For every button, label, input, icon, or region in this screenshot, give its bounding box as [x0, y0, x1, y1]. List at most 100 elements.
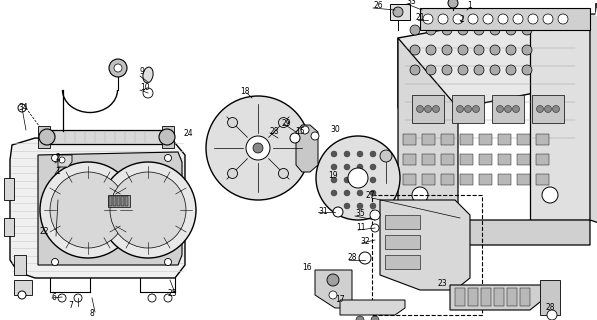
Circle shape: [290, 133, 300, 143]
Circle shape: [164, 294, 172, 302]
Bar: [460, 174, 473, 185]
Bar: [38, 126, 50, 148]
Text: 1: 1: [55, 167, 60, 177]
Circle shape: [426, 25, 436, 35]
Circle shape: [344, 190, 350, 196]
Bar: [390, 4, 410, 20]
Bar: [479, 174, 492, 185]
Text: 18: 18: [240, 87, 250, 97]
Bar: [422, 174, 435, 185]
Circle shape: [370, 210, 380, 220]
Text: 7: 7: [68, 300, 73, 309]
Text: 25: 25: [168, 289, 178, 298]
Circle shape: [442, 45, 452, 55]
Bar: [452, 95, 484, 123]
Bar: [422, 154, 435, 165]
Circle shape: [333, 207, 343, 217]
Circle shape: [423, 14, 433, 24]
Bar: [532, 95, 564, 123]
Circle shape: [51, 155, 59, 162]
Circle shape: [542, 187, 558, 203]
Circle shape: [253, 143, 263, 153]
Circle shape: [371, 224, 379, 232]
Bar: [520, 288, 530, 306]
Circle shape: [490, 45, 500, 55]
Circle shape: [442, 25, 452, 35]
Text: 11: 11: [356, 223, 365, 233]
Bar: [412, 95, 444, 123]
Bar: [422, 134, 435, 145]
Bar: [468, 288, 478, 306]
Circle shape: [544, 106, 552, 113]
Bar: [536, 154, 549, 165]
Bar: [481, 288, 491, 306]
Circle shape: [464, 106, 472, 113]
Bar: [4, 178, 14, 200]
Circle shape: [457, 106, 463, 113]
Bar: [125, 196, 128, 206]
Polygon shape: [590, 14, 597, 230]
Circle shape: [370, 164, 376, 170]
Bar: [498, 154, 511, 165]
Text: 16: 16: [302, 263, 312, 273]
Text: 28: 28: [347, 253, 356, 262]
Circle shape: [424, 106, 432, 113]
Text: 8: 8: [90, 308, 95, 317]
Text: FR.: FR.: [595, 8, 597, 18]
Circle shape: [426, 45, 436, 55]
Bar: [403, 154, 416, 165]
Circle shape: [506, 65, 516, 75]
Bar: [517, 134, 530, 145]
Text: 34: 34: [18, 103, 27, 113]
Polygon shape: [38, 152, 182, 265]
Circle shape: [522, 65, 532, 75]
Text: 9: 9: [140, 68, 145, 76]
Circle shape: [344, 203, 350, 209]
Text: 10: 10: [140, 84, 150, 92]
Circle shape: [448, 0, 458, 8]
Circle shape: [359, 252, 371, 264]
Circle shape: [331, 164, 337, 170]
Circle shape: [357, 203, 363, 209]
Circle shape: [412, 187, 428, 203]
Circle shape: [438, 14, 448, 24]
Circle shape: [348, 168, 368, 188]
Circle shape: [344, 177, 350, 183]
Text: 33: 33: [406, 0, 416, 6]
Circle shape: [110, 172, 186, 248]
Circle shape: [74, 294, 82, 302]
Circle shape: [331, 190, 337, 196]
Text: 26: 26: [373, 2, 383, 11]
Circle shape: [344, 151, 350, 157]
Circle shape: [357, 151, 363, 157]
Circle shape: [370, 203, 376, 209]
Circle shape: [331, 177, 337, 183]
Bar: [492, 95, 524, 123]
Circle shape: [143, 88, 153, 98]
Circle shape: [432, 106, 439, 113]
Bar: [403, 134, 416, 145]
Bar: [460, 134, 473, 145]
Circle shape: [552, 106, 559, 113]
Circle shape: [547, 310, 557, 320]
Polygon shape: [296, 125, 318, 172]
Circle shape: [468, 14, 478, 24]
Bar: [441, 134, 454, 145]
Bar: [162, 126, 174, 148]
Circle shape: [483, 14, 493, 24]
Text: 21: 21: [415, 13, 424, 22]
Circle shape: [380, 150, 392, 162]
Circle shape: [522, 25, 532, 35]
Bar: [517, 174, 530, 185]
Circle shape: [357, 177, 363, 183]
Polygon shape: [450, 285, 545, 310]
Circle shape: [329, 291, 337, 299]
Circle shape: [165, 155, 171, 162]
Circle shape: [472, 106, 479, 113]
Circle shape: [497, 106, 503, 113]
Circle shape: [370, 151, 376, 157]
Circle shape: [100, 162, 196, 258]
Text: 22: 22: [40, 228, 50, 236]
Bar: [108, 195, 130, 207]
Bar: [494, 288, 504, 306]
